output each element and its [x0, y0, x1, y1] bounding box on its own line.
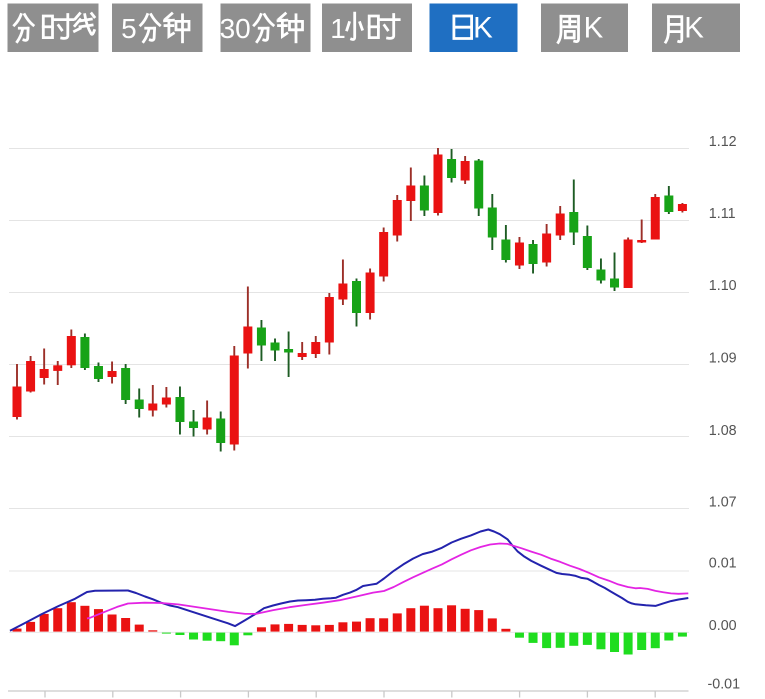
svg-text:K: K: [473, 11, 493, 44]
svg-text:1.10: 1.10: [709, 278, 737, 294]
svg-text:-0.01: -0.01: [708, 676, 741, 692]
svg-text:1.09: 1.09: [709, 350, 737, 366]
svg-text:0.01: 0.01: [709, 555, 737, 571]
svg-text:K: K: [684, 11, 704, 44]
svg-text:1.12: 1.12: [709, 134, 737, 150]
svg-text:K: K: [584, 11, 604, 44]
svg-text:1.07: 1.07: [709, 494, 737, 510]
svg-text:5: 5: [121, 13, 137, 44]
svg-text:30: 30: [220, 13, 251, 44]
svg-text:1.08: 1.08: [709, 423, 737, 439]
svg-text:1.11: 1.11: [709, 206, 736, 222]
svg-text:1: 1: [330, 13, 346, 44]
svg-text:0.00: 0.00: [709, 618, 737, 634]
